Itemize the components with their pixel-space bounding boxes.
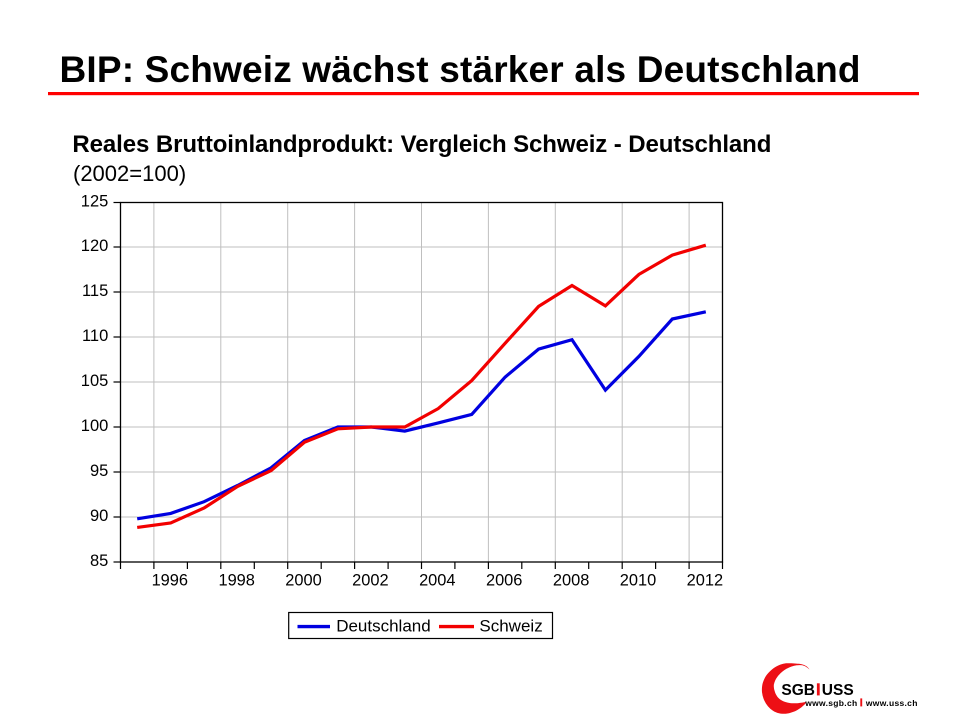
svg-text:Deutschland: Deutschland — [336, 617, 431, 636]
svg-text:USS: USS — [822, 682, 854, 699]
svg-text:115: 115 — [82, 282, 108, 300]
svg-text:2002: 2002 — [352, 572, 388, 590]
svg-text:110: 110 — [82, 327, 108, 345]
svg-text:2000: 2000 — [285, 572, 321, 590]
svg-text:Reales Bruttoinlandprodukt: Ve: Reales Bruttoinlandprodukt: Vergleich Sc… — [72, 131, 771, 158]
svg-text:BIP: Schweiz wächst stärker al: BIP: Schweiz wächst stärker als Deutschl… — [60, 49, 861, 90]
svg-text:100: 100 — [81, 417, 109, 435]
svg-text:Schweiz: Schweiz — [479, 617, 542, 636]
svg-text:2010: 2010 — [620, 572, 656, 590]
svg-text:1996: 1996 — [152, 572, 188, 590]
svg-text:85: 85 — [90, 552, 108, 570]
svg-text:120: 120 — [81, 237, 109, 255]
svg-text:125: 125 — [81, 192, 109, 210]
svg-text:105: 105 — [81, 372, 109, 390]
svg-text:www.uss.ch: www.uss.ch — [865, 698, 918, 708]
svg-text:SGB: SGB — [781, 682, 815, 699]
svg-text:2008: 2008 — [553, 572, 589, 590]
svg-text:(2002=100): (2002=100) — [73, 161, 186, 186]
svg-text:2004: 2004 — [419, 572, 455, 590]
svg-text:95: 95 — [90, 462, 108, 480]
svg-text:www.sgb.ch: www.sgb.ch — [804, 698, 857, 708]
svg-text:90: 90 — [90, 507, 108, 525]
svg-text:2012: 2012 — [687, 572, 723, 590]
svg-text:2006: 2006 — [486, 572, 522, 590]
svg-text:1998: 1998 — [218, 572, 254, 590]
